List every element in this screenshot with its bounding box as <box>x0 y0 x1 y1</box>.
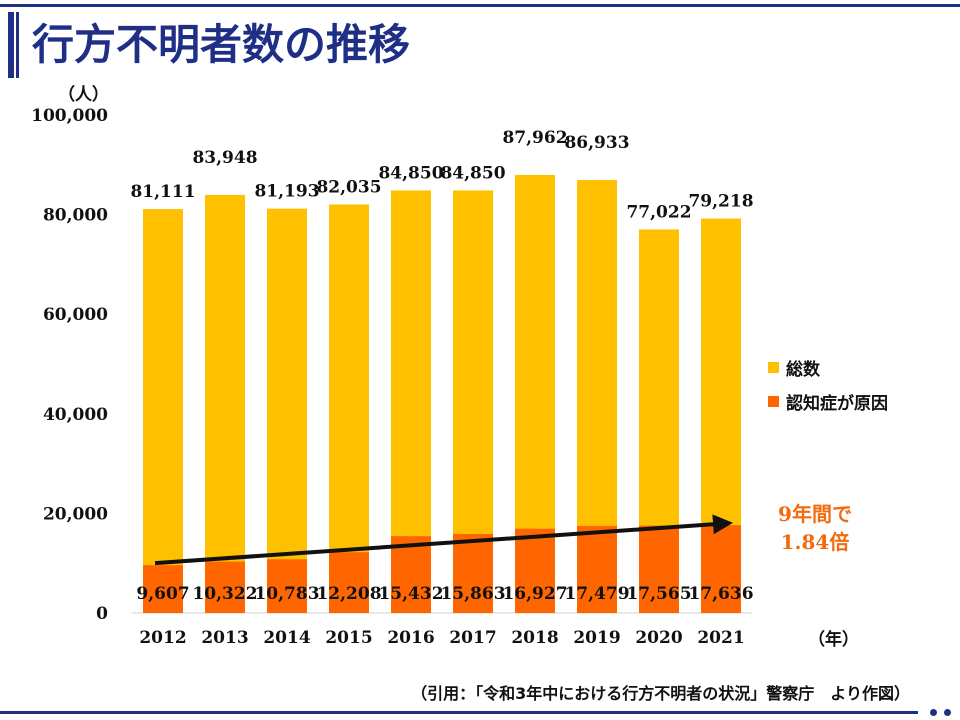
data-label-dementia: 17,636 <box>688 584 753 604</box>
y-tick-label: 80,000 <box>43 206 108 226</box>
growth-annotation-line2: 1.84倍 <box>780 530 850 554</box>
data-label-total: 81,111 <box>130 182 195 202</box>
legend-item-dementia: 認知症が原因 <box>768 384 888 418</box>
x-tick-label: 2021 <box>697 628 744 648</box>
legend: 総数 認知症が原因 <box>768 350 888 418</box>
data-label-dementia: 10,783 <box>254 584 319 604</box>
growth-annotation: 9年間で 1.84倍 <box>745 500 885 556</box>
data-label-total: 77,022 <box>626 202 691 222</box>
data-label-dementia: 15,863 <box>440 584 505 604</box>
y-axis-unit: （人） <box>58 85 109 105</box>
y-tick-label: 20,000 <box>43 504 108 524</box>
legend-swatch-total <box>768 361 779 373</box>
bar-dementia <box>639 525 679 613</box>
footer-dot <box>944 709 951 716</box>
bar-dementia <box>453 534 493 613</box>
bar-dementia <box>267 559 307 613</box>
data-label-total: 82,035 <box>316 177 381 197</box>
data-label-dementia: 12,208 <box>316 584 381 604</box>
x-tick-label: 2012 <box>139 628 186 648</box>
page-title: 行方不明者数の推移 <box>32 20 411 69</box>
bar-dementia <box>701 525 741 613</box>
data-label-dementia: 10,322 <box>192 584 257 604</box>
data-label-dementia: 15,432 <box>378 584 443 604</box>
data-label-dementia: 17,565 <box>626 584 691 604</box>
bar-total <box>267 208 307 613</box>
bar-total <box>329 204 369 613</box>
x-tick-label: 2018 <box>511 628 558 648</box>
bar-dementia <box>205 561 245 613</box>
data-label-dementia: 17,479 <box>564 584 629 604</box>
bar-dementia <box>143 565 183 613</box>
x-tick-label: 2013 <box>201 628 248 648</box>
legend-label-total: 総数 <box>786 359 820 380</box>
bottom-rule <box>0 711 918 714</box>
data-label-total: 86,933 <box>564 133 629 153</box>
y-tick-label: 100,000 <box>31 106 108 126</box>
source-citation: （引用：「令和3年中における行方不明者の状況」警察庁 より作図） <box>411 684 910 703</box>
footer-dot <box>930 709 937 716</box>
data-label-dementia: 16,927 <box>502 584 567 604</box>
bar-dementia <box>329 552 369 613</box>
x-tick-label: 2020 <box>635 628 682 648</box>
legend-swatch-dementia <box>768 395 779 407</box>
x-axis-unit: （年） <box>808 630 859 650</box>
x-tick-label: 2017 <box>449 628 496 648</box>
bar-total <box>143 209 183 614</box>
data-label-total: 79,218 <box>688 191 753 211</box>
y-tick-label: 40,000 <box>43 405 108 425</box>
bar-dementia <box>515 528 555 613</box>
x-tick-label: 2016 <box>387 628 434 648</box>
data-label-total: 81,193 <box>254 182 319 202</box>
y-tick-label: 0 <box>96 604 108 624</box>
legend-label-dementia: 認知症が原因 <box>786 393 888 414</box>
data-label-total: 84,850 <box>440 163 505 183</box>
bar-dementia <box>577 525 617 613</box>
trend-arrow <box>154 514 733 566</box>
legend-item-total: 総数 <box>768 350 888 384</box>
data-label-dementia: 9,607 <box>136 584 189 604</box>
data-label-total: 87,962 <box>502 128 567 148</box>
top-rule <box>0 4 960 7</box>
growth-annotation-line1: 9年間で <box>778 502 852 526</box>
y-tick-label: 60,000 <box>43 305 108 325</box>
x-tick-label: 2019 <box>573 628 620 648</box>
bar-total <box>205 194 245 613</box>
title-accent-bar-thin <box>16 12 19 78</box>
title-accent-bar <box>8 12 14 78</box>
data-label-total: 84,850 <box>378 163 443 183</box>
x-tick-label: 2015 <box>325 628 372 648</box>
x-tick-label: 2014 <box>263 628 310 648</box>
data-label-total: 83,948 <box>192 148 257 168</box>
bar-dementia <box>391 536 431 613</box>
